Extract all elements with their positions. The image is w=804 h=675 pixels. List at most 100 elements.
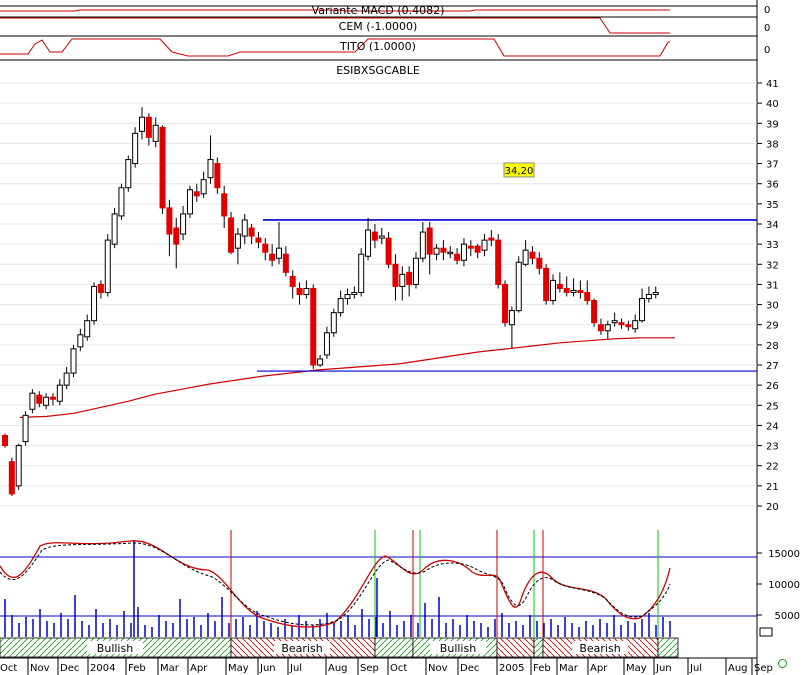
candle xyxy=(248,224,255,245)
candle xyxy=(296,282,303,305)
price-tick-label: 41 xyxy=(766,79,779,90)
price-tick-label: 26 xyxy=(766,381,779,392)
candle xyxy=(481,234,488,257)
status-indicator-icon xyxy=(778,659,787,668)
candle xyxy=(262,238,269,261)
price-tick-label: 36 xyxy=(766,180,779,191)
candle-down-body xyxy=(97,283,104,293)
candle-down-body xyxy=(529,251,536,259)
candle-down-body xyxy=(577,289,584,293)
candle-down-body xyxy=(2,435,8,447)
candle-down-body xyxy=(454,253,461,261)
candle xyxy=(234,228,241,265)
candle xyxy=(214,157,221,194)
candle xyxy=(139,107,145,140)
price-tick-label: 21 xyxy=(766,482,779,493)
candle xyxy=(502,280,509,327)
candle-up-body xyxy=(460,243,467,261)
time-tick-label: Sep xyxy=(360,663,379,674)
candle xyxy=(426,221,433,275)
candle-down-body xyxy=(474,245,481,253)
candle xyxy=(97,280,104,299)
candle xyxy=(488,230,495,247)
candle xyxy=(152,117,159,148)
candle xyxy=(180,205,187,241)
band-label: Bearish xyxy=(579,642,620,655)
time-tick-label: Jul xyxy=(689,663,702,674)
candle xyxy=(625,320,632,331)
candle-up-body xyxy=(70,348,77,374)
candle-up-body xyxy=(413,257,419,285)
time-tick-label: Jun xyxy=(655,663,672,674)
candle-up-body xyxy=(91,285,98,322)
candle-up-body xyxy=(652,291,659,296)
candle-down-body xyxy=(269,253,276,261)
time-tick-label: Oct xyxy=(0,663,17,674)
candle-down-body xyxy=(392,263,399,287)
band-label-bg xyxy=(430,641,486,654)
price-tick-label: 33 xyxy=(766,240,779,251)
price-tick-label: 35 xyxy=(766,200,779,211)
resistance-label: 34,20 xyxy=(503,162,535,178)
candle-down-body xyxy=(248,227,255,237)
price-tick-label: 24 xyxy=(766,421,779,432)
candle xyxy=(467,240,474,257)
candle-up-body xyxy=(378,235,385,239)
candle xyxy=(597,318,604,335)
candle-up-body xyxy=(200,179,207,195)
candle xyxy=(358,248,365,297)
indicator-panels: Variante MACD (0.4082) CEM (-1.0000) TIT… xyxy=(0,0,770,675)
time-tick-label: Aug xyxy=(328,663,348,674)
scroll-box xyxy=(759,627,773,637)
time-tick-label: Nov xyxy=(428,663,448,674)
candle xyxy=(118,183,125,220)
candle xyxy=(550,274,556,305)
candle xyxy=(49,393,56,406)
candle xyxy=(413,252,419,289)
candle-down-body xyxy=(426,227,433,255)
candle-up-body xyxy=(317,358,324,366)
candle-up-body xyxy=(77,334,84,348)
candle-up-body xyxy=(303,287,310,296)
candle-up-body xyxy=(632,320,639,330)
candle-up-body xyxy=(152,124,159,142)
candle xyxy=(330,308,337,337)
candle xyxy=(63,367,70,390)
candle-up-body xyxy=(399,273,406,287)
candle-down-body xyxy=(488,237,495,241)
candle xyxy=(344,288,351,305)
candle xyxy=(159,125,166,214)
candle xyxy=(84,314,91,341)
time-tick-label: Feb xyxy=(533,663,551,674)
candle xyxy=(15,443,22,490)
candle-down-body xyxy=(228,217,235,253)
candle-down-body xyxy=(591,300,598,324)
candle-down-body xyxy=(193,191,200,197)
candle xyxy=(570,278,577,297)
candle-up-body xyxy=(522,249,529,265)
candle-up-body xyxy=(419,231,426,259)
cem-axis-label: 0 xyxy=(764,23,770,34)
candle xyxy=(317,354,324,368)
candle xyxy=(543,264,550,305)
candle xyxy=(289,270,296,299)
candle xyxy=(255,232,262,249)
candle-down-body xyxy=(282,253,289,273)
candle-up-body xyxy=(447,251,454,255)
candle-up-body xyxy=(132,132,139,165)
candle xyxy=(577,280,584,299)
candle-up-body xyxy=(139,116,145,132)
candle-up-body xyxy=(276,247,282,259)
candle xyxy=(365,217,372,261)
candle-down-body xyxy=(159,126,166,209)
candle xyxy=(173,217,180,269)
candle xyxy=(104,234,111,297)
candle xyxy=(618,318,625,329)
candle xyxy=(385,232,392,269)
candle xyxy=(269,244,276,267)
candle xyxy=(310,284,317,370)
candle-up-body xyxy=(358,253,365,293)
candle xyxy=(433,244,440,261)
candle-down-body xyxy=(406,271,413,285)
